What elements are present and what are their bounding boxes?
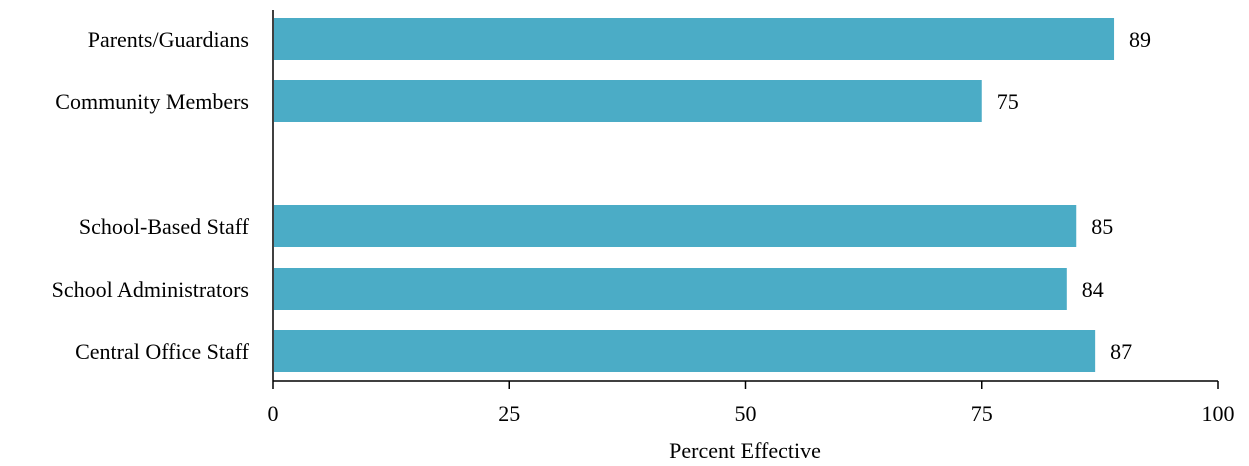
x-tick-label: 50 bbox=[735, 401, 757, 426]
x-tick-label: 0 bbox=[268, 401, 279, 426]
bar bbox=[274, 18, 1115, 60]
x-tick-label: 75 bbox=[971, 401, 993, 426]
category-label: School Administrators bbox=[52, 277, 249, 302]
value-label: 85 bbox=[1091, 214, 1113, 239]
value-label: 87 bbox=[1110, 339, 1132, 364]
category-label: School-Based Staff bbox=[79, 214, 250, 239]
x-ticks-group: 0 25 50 75 100 bbox=[268, 381, 1235, 426]
value-label: 75 bbox=[997, 89, 1019, 114]
category-label: Central Office Staff bbox=[75, 339, 250, 364]
value-label: 84 bbox=[1082, 277, 1104, 302]
category-label: Parents/Guardians bbox=[88, 27, 249, 52]
x-axis-title: Percent Effective bbox=[669, 438, 821, 463]
bar bbox=[274, 80, 982, 122]
bar bbox=[274, 268, 1067, 310]
bar bbox=[274, 330, 1096, 372]
x-tick-label: 100 bbox=[1202, 401, 1235, 426]
bar bbox=[274, 205, 1077, 247]
category-label: Community Members bbox=[55, 89, 249, 114]
bars-group bbox=[274, 18, 1115, 372]
x-tick-label: 25 bbox=[498, 401, 520, 426]
value-labels-group: 89 75 85 84 87 bbox=[997, 27, 1151, 364]
category-labels-group: Parents/Guardians Community Members School… bbox=[52, 27, 250, 364]
value-label: 89 bbox=[1129, 27, 1151, 52]
